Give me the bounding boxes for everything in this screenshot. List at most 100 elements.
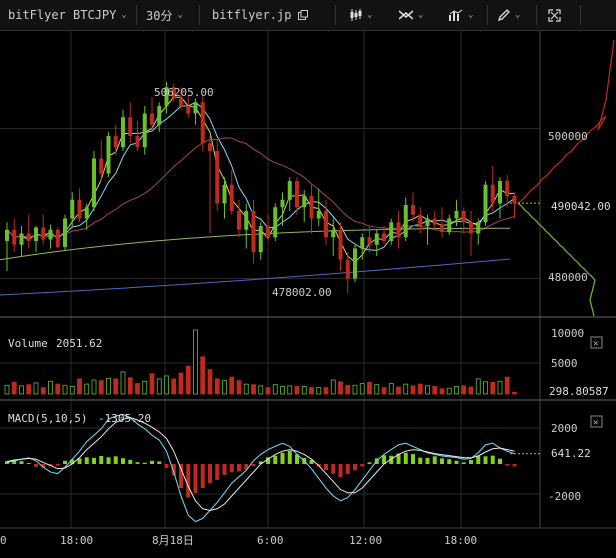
time-axis-label: 12:00	[349, 534, 382, 547]
volume-bar	[359, 383, 365, 395]
candle-body	[374, 233, 379, 245]
volume-bar	[200, 356, 206, 395]
candle-body	[266, 226, 270, 238]
chevron-down-icon: ⌄	[515, 10, 521, 20]
volume-bar	[294, 386, 300, 395]
volume-bar	[11, 381, 17, 395]
candle-body	[121, 117, 125, 148]
macd-histogram-bar	[142, 462, 147, 464]
fullscreen-button[interactable]	[548, 0, 561, 30]
interval-selector[interactable]: 30分 ⌄	[146, 0, 183, 30]
macd-histogram-bar	[106, 457, 111, 464]
site-link[interactable]: bitflyer.jp	[212, 0, 309, 30]
volume-bar	[55, 383, 61, 395]
candle-body	[483, 184, 488, 223]
price-chart[interactable]: 500000 490042.00 480000 506205.00 478002…	[0, 31, 616, 558]
draw-tool-icon	[498, 9, 510, 21]
macd-histogram-bar	[92, 457, 96, 464]
candle-body	[316, 211, 321, 219]
chevron-down-icon: ⌄	[367, 10, 373, 20]
divider	[536, 5, 537, 25]
candlestick-style-button[interactable]: ⌄	[350, 0, 372, 30]
volume-close-button[interactable]	[590, 336, 603, 349]
ma-longest-line	[0, 258, 511, 296]
volume-bar	[454, 386, 459, 395]
pane-borders	[0, 316, 616, 529]
candle-body	[41, 227, 46, 240]
candle-body	[454, 211, 459, 219]
volume-bar	[178, 372, 184, 395]
candle-body	[244, 211, 249, 230]
time-axis-label: 6:00	[257, 534, 284, 547]
chevron-down-icon: ⌄	[121, 10, 127, 20]
candle-body	[164, 87, 169, 106]
macd-histogram-bar	[418, 457, 423, 464]
candle-body	[200, 102, 205, 144]
volume-bar	[446, 387, 452, 395]
macd-histogram-bar	[186, 464, 191, 498]
symbol-selector[interactable]: bitFlyer BTCJPY ⌄	[8, 0, 127, 30]
volume-bar	[323, 387, 329, 395]
ma-slow-line	[6, 137, 515, 238]
candle-body	[5, 229, 9, 241]
volume-bar	[40, 387, 46, 395]
candle-body	[461, 211, 466, 223]
chevron-down-icon: ⌄	[468, 10, 474, 20]
volume-bar	[243, 383, 249, 395]
candle-body	[142, 113, 147, 148]
time-axis-label: 8月18日	[152, 534, 194, 547]
chevron-down-icon: ⌄	[177, 10, 183, 20]
volume-bar	[381, 387, 387, 395]
time-axis-label: 0	[0, 534, 7, 547]
volume-bar	[316, 387, 322, 395]
macd-close-button[interactable]	[590, 415, 603, 428]
bid-depth-line	[517, 202, 596, 317]
ma-mid-line	[6, 101, 515, 251]
volume-bar	[62, 384, 68, 395]
volume-bar	[84, 383, 90, 395]
macd-histogram-bar	[447, 459, 452, 464]
draw-tool-button[interactable]: ⌄	[498, 0, 520, 30]
macd-title: MACD(5,10,5)	[8, 412, 87, 425]
volume-bar	[142, 380, 148, 395]
macd-histogram-bar	[403, 452, 408, 464]
macd-histogram-bar	[505, 464, 510, 466]
macd-histogram-bar	[396, 453, 401, 464]
low-price-label: 478002.00	[272, 286, 332, 299]
candle-body	[128, 117, 133, 136]
indicators-button[interactable]: ⌄	[399, 0, 423, 30]
volume-bar	[301, 386, 307, 395]
candle-body	[19, 233, 24, 245]
volume-bar	[106, 377, 111, 395]
candle-body	[70, 199, 75, 219]
divider	[487, 5, 488, 25]
volume-bar	[280, 386, 285, 395]
macd-histogram-bar	[490, 455, 495, 464]
volume-bar	[229, 376, 235, 395]
volume-bar	[417, 383, 423, 395]
divider	[580, 5, 581, 25]
chart-type-button[interactable]: ⌄	[449, 0, 473, 30]
chart-type-icon	[449, 9, 463, 21]
toolbar: bitFlyer BTCJPY ⌄ 30分 ⌄ bitflyer.jp ⌄ ⌄ …	[0, 0, 616, 31]
candle-body	[498, 181, 502, 204]
candle-body	[135, 136, 140, 148]
volume-bar	[330, 379, 336, 395]
candle-body	[331, 229, 336, 238]
candle-body	[222, 184, 227, 204]
volume-bar	[374, 384, 380, 395]
candle-body	[403, 205, 408, 238]
candle-body	[171, 87, 176, 99]
macd-histogram-bar	[41, 464, 46, 468]
macd-histogram-bar	[19, 461, 24, 464]
volume-bar	[461, 385, 467, 395]
candle-body	[99, 158, 104, 174]
candle-body	[113, 136, 118, 148]
time-axis-label: 18:00	[60, 534, 93, 547]
candles	[5, 81, 517, 294]
volume-bar	[135, 383, 140, 395]
macd-histogram-bar	[469, 460, 473, 464]
candle-body	[309, 196, 314, 219]
macd-histogram-bar	[367, 462, 372, 464]
external-link-icon	[298, 10, 309, 20]
